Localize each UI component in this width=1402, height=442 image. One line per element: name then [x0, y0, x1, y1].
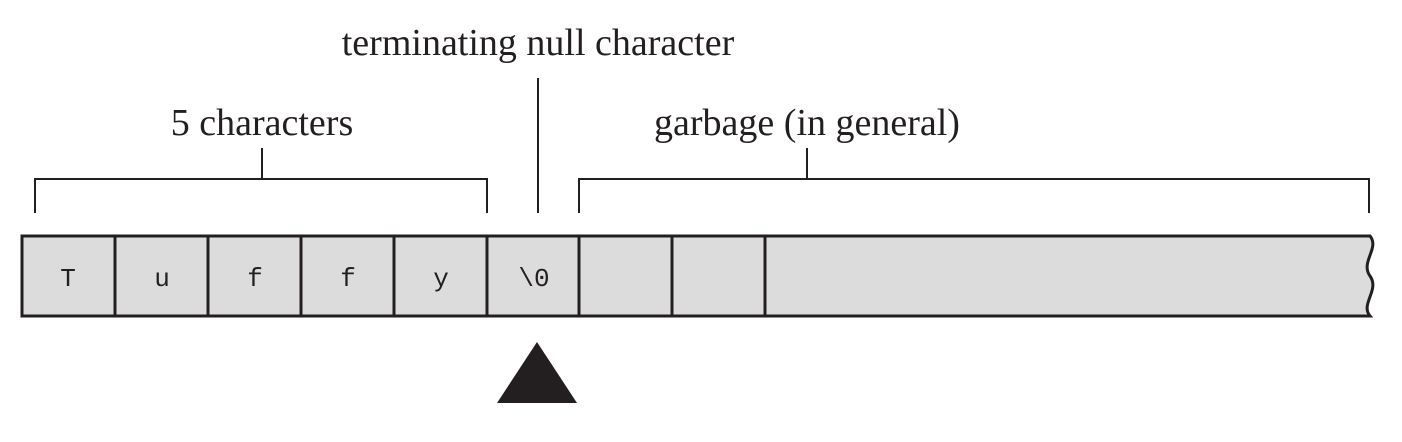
characters-bracket: [34, 148, 488, 213]
cell-3: f: [340, 264, 356, 294]
cell-dividers: [113, 236, 767, 316]
terminator-label: terminating null character: [342, 22, 735, 64]
cell-2: f: [247, 264, 263, 294]
triangle-pointer-icon: [497, 342, 577, 403]
cell-1: u: [154, 264, 170, 294]
garbage-bracket: [578, 148, 1370, 213]
cell-5-null-terminator: \0: [518, 264, 549, 294]
cell-4: y: [433, 264, 449, 294]
characters-label: 5 characters: [171, 102, 354, 144]
cell-0: T: [60, 264, 76, 294]
memory-strip: [20, 234, 1375, 318]
garbage-label: garbage (in general): [654, 102, 960, 144]
